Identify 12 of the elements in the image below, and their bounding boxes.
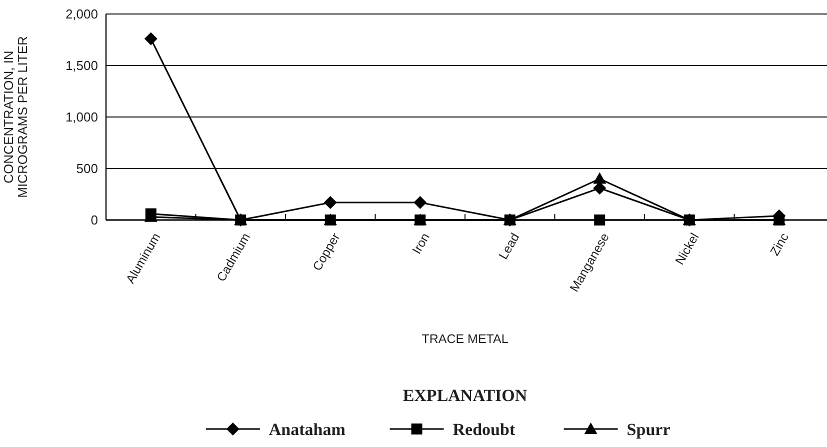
y-tick-label: 2,000 [65,6,98,22]
legend-title: EXPLANATION [402,386,528,405]
x-axis-title: TRACE METAL [422,332,508,346]
legend-label: Spurr [626,420,671,439]
y-tick-label: 500 [76,161,98,176]
y-tick-label: 1,500 [65,58,98,74]
y-axis-title: CONCENTRATION, IN MICROGRAMS PER LITER [0,36,30,198]
x-tick-label: Iron [410,230,433,256]
y-tick-label: 0 [90,212,98,228]
y-tick-label: 1,000 [65,110,98,125]
legend-label: Redoubt [452,420,516,439]
legend-label: Anataham [268,420,346,439]
